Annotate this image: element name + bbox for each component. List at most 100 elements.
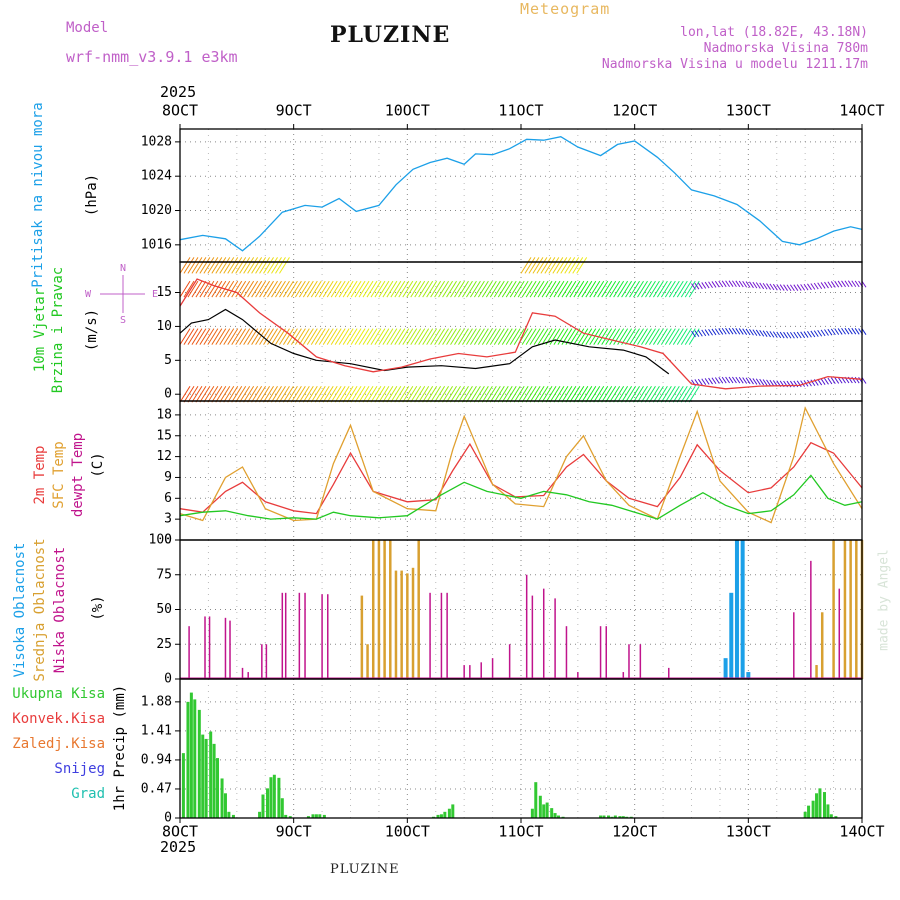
wind-barb-high bbox=[597, 280, 609, 298]
wind-barb-high bbox=[398, 280, 410, 298]
wind-barb-high bbox=[187, 280, 199, 298]
wind-barb-east bbox=[735, 328, 741, 335]
wind-barb-high bbox=[450, 280, 461, 298]
cloud-bar bbox=[204, 616, 206, 679]
wind-barb-high bbox=[290, 280, 302, 298]
wind-barb-high bbox=[573, 280, 585, 298]
wind-barb-low bbox=[577, 385, 589, 403]
wind-barb-top bbox=[231, 257, 243, 274]
wind-barb-mid bbox=[430, 328, 442, 345]
wind-barb-east bbox=[800, 284, 806, 291]
wind-barb-high bbox=[649, 280, 660, 298]
cloud-bar bbox=[366, 644, 369, 679]
wind-barb-top bbox=[552, 257, 564, 274]
wind-barb-mid bbox=[466, 328, 477, 345]
y-tick-label: 18 bbox=[156, 407, 172, 422]
wind-barb-low bbox=[601, 385, 613, 403]
precip-bar bbox=[439, 814, 443, 818]
precip-bar bbox=[197, 709, 201, 818]
wind-barb-mid bbox=[294, 328, 306, 345]
wind-barb-top bbox=[520, 257, 532, 274]
cloud-bar bbox=[577, 672, 579, 679]
precip-bar bbox=[314, 814, 318, 818]
wind-barb-high bbox=[255, 280, 267, 298]
wind-barb-mid bbox=[501, 328, 513, 345]
wind-barb-east bbox=[759, 330, 765, 337]
wind-barb-high bbox=[191, 280, 203, 298]
wind-barb-high bbox=[529, 280, 541, 298]
cloud-bar bbox=[838, 588, 841, 679]
y-tick-label: 0.94 bbox=[141, 752, 172, 767]
wind-barb-mid bbox=[298, 328, 310, 345]
y-tick-label: 100 bbox=[149, 533, 172, 548]
precip-bar bbox=[266, 788, 270, 818]
wind-barb-east bbox=[735, 376, 741, 384]
wind-barb-low bbox=[243, 385, 255, 403]
wind-barb-mid bbox=[370, 328, 382, 345]
wind-barb-east bbox=[827, 377, 833, 385]
wind-barb-top bbox=[223, 257, 235, 274]
wind-barb-low bbox=[251, 385, 263, 403]
wind-unit: (m/s) bbox=[84, 309, 100, 351]
wind-barb-mid bbox=[406, 328, 418, 345]
cloud-bar bbox=[224, 617, 227, 679]
wind-barb-mid bbox=[664, 328, 676, 345]
wind-barb-mid bbox=[473, 328, 485, 345]
wind-barb-east bbox=[786, 284, 792, 292]
wind-barb-mid bbox=[382, 328, 394, 345]
wind-barb-low bbox=[219, 385, 231, 403]
wind-barb-top bbox=[199, 257, 211, 274]
wind-barb-high bbox=[521, 280, 533, 298]
wind-barb-high bbox=[545, 280, 557, 298]
wind-barb-mid bbox=[541, 328, 553, 345]
cloud-bar bbox=[746, 672, 751, 679]
wind-barb-east bbox=[711, 377, 717, 385]
wind-barb-high bbox=[680, 280, 692, 298]
wind-barb-east bbox=[732, 327, 737, 335]
wind-barb-high bbox=[275, 280, 286, 298]
precip-bar bbox=[181, 753, 185, 818]
wind-barb-east bbox=[738, 377, 744, 384]
cloud-bar bbox=[406, 573, 409, 679]
wind-barb-east bbox=[749, 377, 754, 385]
compass-east: E bbox=[152, 289, 158, 300]
wind-barb-east bbox=[738, 328, 744, 335]
wind-barb-top bbox=[255, 257, 267, 274]
wind-barb-high bbox=[334, 280, 346, 298]
wind-barb-low bbox=[338, 385, 350, 403]
wind-barb-mid bbox=[255, 328, 267, 345]
wind-barb-high bbox=[668, 280, 680, 298]
wind-barb-east bbox=[779, 331, 785, 339]
wind-barb-mid bbox=[621, 328, 633, 345]
wind-barb-low bbox=[298, 385, 310, 403]
precip-bar bbox=[311, 814, 315, 818]
wind-barb-high bbox=[637, 280, 648, 298]
wind-barb-high bbox=[589, 280, 601, 298]
wind-barb-mid bbox=[521, 328, 533, 345]
wind-barb-east bbox=[725, 327, 731, 335]
wind-barb-mid bbox=[609, 328, 621, 345]
wind-barb-east bbox=[813, 282, 819, 290]
wind-barb-east bbox=[752, 329, 758, 336]
wind-barb-mid bbox=[422, 328, 434, 345]
wind-barb-high bbox=[513, 280, 525, 298]
precip-bar bbox=[209, 731, 213, 818]
wind-barb-low bbox=[430, 385, 442, 403]
wind-barb-east bbox=[766, 379, 771, 387]
wind-barb-mid bbox=[227, 328, 239, 345]
precip-bar bbox=[284, 814, 288, 818]
wind-barb-low bbox=[247, 385, 259, 403]
wind-barb-low bbox=[625, 385, 636, 403]
wind-barb-mid bbox=[597, 328, 609, 345]
pressure-line bbox=[179, 136, 863, 252]
precip-bar bbox=[822, 792, 826, 818]
wind-barb-east bbox=[742, 280, 748, 288]
wind-barb-high bbox=[350, 280, 362, 298]
wind-barb-low bbox=[442, 385, 453, 403]
wind-barb-mid bbox=[275, 328, 286, 345]
wind-barb-high bbox=[664, 280, 676, 298]
wind-barb-high bbox=[211, 280, 223, 298]
wind-barb-low bbox=[378, 385, 390, 403]
wind-barb-low bbox=[660, 385, 672, 403]
